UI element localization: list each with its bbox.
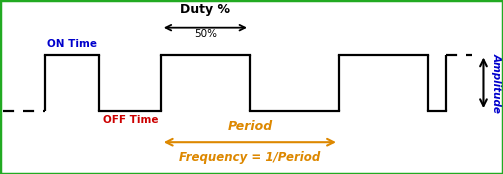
Text: Duty %: Duty % [181,3,230,16]
Text: Frequency = 1/Period: Frequency = 1/Period [179,151,320,164]
Text: Period: Period [227,120,273,133]
Text: OFF Time: OFF Time [103,115,158,125]
Text: Amplitude: Amplitude [492,53,502,113]
Text: 50%: 50% [194,29,217,39]
Text: ON Time: ON Time [47,39,98,49]
